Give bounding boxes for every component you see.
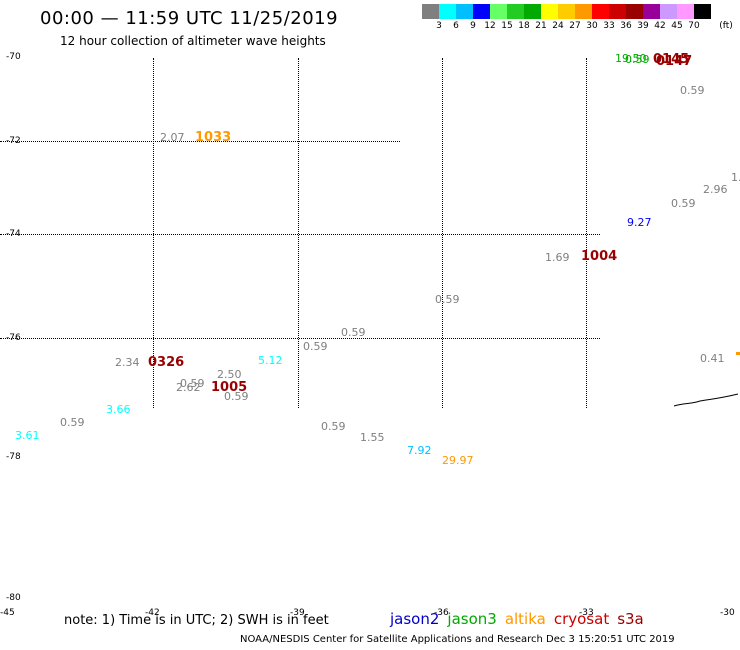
wave-height-label: 0.59 [435,293,460,306]
y-tick-label: -78 [6,452,21,462]
wave-height-label: 1. [731,171,740,184]
color-scale-bar [422,4,711,19]
x-tick-label: -30 [720,608,735,618]
x-tick-label: -39 [290,608,305,618]
wave-height-label: 0.59 [60,416,85,429]
color-swatch [473,4,490,19]
wave-height-label: 29.97 [442,454,474,467]
legend-entry: jason3 [447,610,497,628]
color-swatch [694,4,711,19]
color-swatch [643,4,660,19]
grid-line-lat-76 [0,338,600,339]
wave-height-label: 1033 [195,130,232,145]
color-scale-label: 33 [603,21,615,31]
legend-entry: s3a [617,610,644,628]
wave-height-label: 1.55 [360,431,385,444]
wave-height-label: 0.59 [224,390,249,403]
color-scale-label: 12 [484,21,496,31]
wave-height-label: 2.96 [703,183,728,196]
wave-height-label: 5.12 [258,354,283,367]
color-swatch [507,4,524,19]
color-swatch [592,4,609,19]
color-scale-label: 3 [436,21,442,31]
wave-height-label: 3.66 [106,403,131,416]
color-swatch [660,4,677,19]
color-scale-label: 36 [620,21,632,31]
color-swatch [558,4,575,19]
color-scale-label: 15 [501,21,513,31]
grid-line-lon-4 [586,58,587,408]
wave-height-label: 0.41 [700,352,725,365]
color-swatch [524,4,541,19]
wave-height-label: 0.59 [180,377,205,390]
wave-height-label: 0.59 [303,340,328,353]
wave-height-label: 0.59 [341,326,366,339]
map-subtitle: 12 hour collection of altimeter wave hei… [60,34,326,48]
grid-line-lat-72 [0,141,400,142]
color-scale-label: 21 [535,21,547,31]
footnote: note: 1) Time is in UTC; 2) SWH is in fe… [64,613,329,628]
y-tick-label: -70 [6,52,21,62]
color-scale-label: 18 [518,21,530,31]
grid-line-lat-74 [0,234,600,235]
coastline [673,393,739,407]
credit-line: NOAA/NESDIS Center for Satellite Applica… [240,634,675,645]
grid-line-lon-1 [153,58,154,408]
wave-height-label: 1.69 [545,251,570,264]
y-tick-label: -80 [6,593,21,603]
color-scale-label: 9 [470,21,476,31]
wave-height-label: 2.50 [217,368,242,381]
grid-line-lon-3 [442,58,443,408]
satellite-legend: jason2 jason3 altika cryosat s3a [390,610,652,628]
x-tick-label: -42 [145,608,160,618]
color-swatch [609,4,626,19]
wave-height-label: 0.59 [671,197,696,210]
color-scale-label: 70 [688,21,700,31]
y-tick-label: -74 [6,229,21,239]
color-scale-label: 45 [671,21,683,31]
y-tick-label: -72 [6,136,21,146]
x-tick-label: -36 [434,608,449,618]
color-scale-label: 24 [552,21,564,31]
color-scale-label: 27 [569,21,581,31]
color-swatch [456,4,473,19]
wave-height-label: 0.59 [625,53,650,66]
data-mark [736,352,740,355]
legend-entry: cryosat [553,610,610,628]
wave-height-label: 1005 [211,380,248,395]
map-title: 00:00 — 11:59 UTC 11/25/2019 [40,8,339,29]
color-swatch [677,4,694,19]
wave-height-label: 2.62 [176,381,201,394]
x-tick-label: -33 [579,608,594,618]
color-scale-unit: (ft) [719,21,733,31]
x-tick-label: -45 [0,608,15,618]
wave-height-label: 0326 [148,355,185,370]
wave-height-label: 1004 [581,249,618,264]
wave-height-label: 9.27 [627,216,652,229]
wave-height-label: 0.59 [680,84,705,97]
color-scale-label: 42 [654,21,666,31]
color-scale-label: 39 [637,21,649,31]
color-scale-labels: 3 6 9 12 15 18 21 24 27 30 33 36 39 42 45 70 (ft) [422,21,740,35]
grid-line-lon-2 [298,58,299,408]
color-swatch [575,4,592,19]
color-swatch [541,4,558,19]
wave-height-label: 3.61 [15,429,40,442]
wave-height-label: 2.34 [115,356,140,369]
wave-height-label: 0.59 [321,420,346,433]
wave-height-label: 7.92 [407,444,432,457]
wave-height-label: 0147 [656,54,693,69]
color-swatch [490,4,507,19]
legend-entry: jason2 [390,610,440,628]
wave-height-label: 2.07 [160,131,185,144]
color-swatch [422,4,439,19]
color-swatch [626,4,643,19]
wave-height-label: 0145 [653,52,690,67]
color-scale-label: 6 [453,21,459,31]
legend-entry: altika [504,610,546,628]
color-swatch [439,4,456,19]
y-tick-label: -76 [6,333,21,343]
color-scale-label: 30 [586,21,598,31]
wave-height-label: 19.50 [615,52,647,65]
